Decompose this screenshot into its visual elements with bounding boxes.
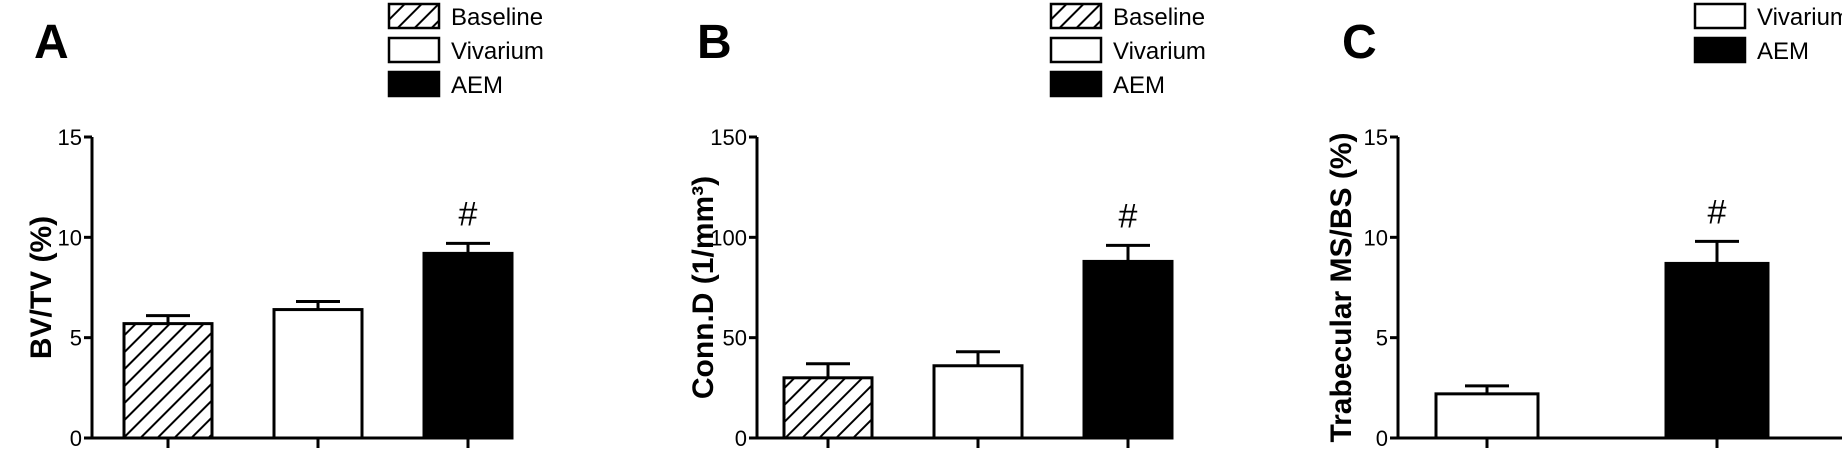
y-tick-label: 100 <box>710 225 747 250</box>
legend-swatch-aem <box>1049 70 1103 98</box>
bar-vivarium <box>272 308 364 440</box>
legend-label: AEM <box>1113 72 1165 99</box>
bar-vivarium <box>932 364 1024 440</box>
panel-label: C <box>1342 16 1377 69</box>
panel-a: A Baseline Vivarium AEM 0 5 10 15 BV/TV (%) # <box>25 2 544 451</box>
significance-mark: # <box>1119 197 1138 235</box>
y-axis-label: BV/TV (%) <box>25 216 58 359</box>
legend-label: Vivarium <box>1757 4 1842 31</box>
legend-swatch-aem <box>387 70 441 98</box>
bar-vivarium <box>1434 392 1540 440</box>
legend-swatch-vivarium <box>1049 36 1103 64</box>
y-tick-label: 15 <box>1364 125 1388 150</box>
legend-swatch-baseline <box>387 2 441 30</box>
y-tick-label: 15 <box>58 125 82 150</box>
y-tick-label: 50 <box>723 326 747 351</box>
legend-label: AEM <box>1757 38 1809 65</box>
y-axis-label: Conn.D (1/mm³) <box>687 176 720 399</box>
y-tick-label: 10 <box>1364 225 1388 250</box>
bar-baseline <box>782 376 874 440</box>
bar-aem <box>1664 261 1770 440</box>
panel-label: A <box>34 16 69 69</box>
legend-label: Baseline <box>451 4 543 31</box>
significance-mark: # <box>459 195 478 233</box>
y-tick-label: 10 <box>58 225 82 250</box>
y-tick-label: 0 <box>1376 426 1388 451</box>
bar-aem <box>422 251 514 440</box>
legend-swatch-baseline <box>1049 2 1103 30</box>
significance-mark: # <box>1708 193 1727 231</box>
legend-label: Vivarium <box>451 38 544 65</box>
y-tick-label: 5 <box>70 326 82 351</box>
bar-baseline <box>122 322 214 440</box>
legend-label: Vivarium <box>1113 38 1206 65</box>
y-tick-label: 5 <box>1376 326 1388 351</box>
panel-b: B Baseline Vivarium AEM 0 50 100 150 Conn.D (1/m… <box>687 2 1206 451</box>
panel-label: B <box>697 16 732 69</box>
y-tick-label: 0 <box>735 426 747 451</box>
legend-swatch-vivarium <box>1693 2 1747 30</box>
y-tick-label: 0 <box>70 426 82 451</box>
legend-swatch-aem <box>1693 36 1747 64</box>
y-axis-label: Trabecular MS/BS (%) <box>1325 132 1358 442</box>
bar-aem <box>1082 259 1174 440</box>
legend-label: Baseline <box>1113 4 1205 31</box>
y-tick-label: 150 <box>710 125 747 150</box>
legend-label: AEM <box>451 72 503 99</box>
legend-swatch-vivarium <box>387 36 441 64</box>
